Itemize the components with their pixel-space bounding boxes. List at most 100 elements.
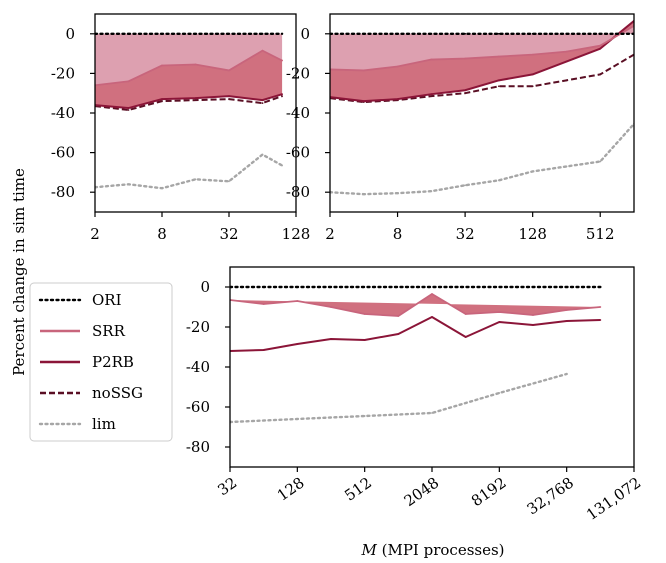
data-point-srr — [497, 55, 500, 58]
x-tick-label: 32,768 — [524, 474, 577, 519]
data-point-nossg — [194, 99, 197, 102]
data-point-p2rb — [161, 98, 163, 101]
data-point-srr — [531, 53, 534, 56]
data-point-p2rb — [396, 98, 399, 101]
data-point-ori — [362, 32, 365, 35]
data-point-srr — [228, 69, 230, 72]
legend-label-srr: SRR — [92, 322, 126, 340]
data-point-ori — [396, 32, 399, 35]
data-point-nossg — [565, 79, 568, 82]
data-point-nossg — [228, 98, 230, 101]
y-tick-label: 0 — [300, 25, 310, 43]
data-point-nossg — [531, 85, 534, 88]
y-tick-label: -40 — [286, 104, 310, 122]
x-tick-label: 32 — [214, 474, 240, 500]
data-point-p2rb — [599, 47, 602, 50]
y-tick-label: -40 — [186, 358, 210, 376]
band-srr-p2rb — [330, 20, 634, 102]
panel-top-left: 0 -20 -40 -60 -80 2 8 32 128 — [51, 13, 311, 243]
data-point-srr — [362, 69, 365, 72]
data-point-lim — [531, 170, 534, 173]
data-point-ori — [281, 32, 283, 35]
y-tick-label: -80 — [286, 183, 310, 201]
data-point-srr — [565, 309, 568, 311]
x-axis-label-symbol: M — [360, 541, 377, 559]
y-tick-label: -60 — [286, 144, 310, 162]
band-srr-p2rb — [95, 50, 283, 109]
data-point-p2rb — [262, 349, 265, 351]
data-point-srr — [498, 311, 501, 313]
data-point-nossg — [599, 73, 602, 76]
data-point-lim — [127, 183, 130, 186]
y-tick-label: -60 — [186, 398, 210, 416]
data-point-nossg — [127, 109, 130, 111]
legend-label-p2rb: P2RB — [92, 353, 134, 371]
data-point-srr — [431, 293, 433, 295]
legend: ORI SRR P2RB noSSG lim — [29, 282, 173, 442]
x-tick-label: 512 — [586, 225, 615, 243]
data-point-p2rb — [228, 95, 230, 98]
data-point-lim — [599, 160, 602, 163]
data-point-lim — [161, 187, 163, 190]
data-point-p2rb — [430, 93, 433, 96]
x-tick-label: 512 — [341, 474, 375, 505]
data-point-ori — [497, 32, 500, 35]
data-point-ori — [228, 32, 230, 35]
x-tick-label: 128 — [274, 474, 308, 505]
series-line-srr — [230, 293, 601, 317]
data-point-p2rb — [281, 93, 283, 96]
y-axis-label: Percent change in sim time — [10, 168, 28, 376]
data-point-nossg — [464, 92, 467, 95]
y-tick-label: -20 — [51, 64, 75, 82]
data-point-lim — [565, 373, 568, 375]
data-point-lim — [261, 153, 264, 156]
data-point-srr — [464, 313, 467, 315]
band-ori-srr — [330, 25, 634, 71]
data-point-p2rb — [464, 89, 467, 92]
x-tick-label: 2 — [325, 225, 335, 243]
data-point-p2rb — [362, 100, 365, 103]
data-point-srr — [565, 50, 568, 53]
data-point-lim — [194, 178, 197, 181]
x-tick-label: 32 — [456, 225, 475, 243]
data-point-lim — [362, 193, 365, 196]
y-tick-label: 0 — [200, 278, 210, 296]
data-point-p2rb — [127, 107, 130, 109]
data-point-srr — [194, 63, 197, 66]
data-point-srr — [396, 65, 399, 68]
data-point-lim — [281, 164, 283, 167]
data-point-p2rb — [330, 338, 332, 340]
data-point-srr — [599, 44, 602, 47]
x-tick-label: 8 — [157, 225, 167, 243]
data-point-srr — [430, 58, 433, 61]
data-point-srr — [127, 80, 130, 83]
x-tick-label: 8 — [393, 225, 403, 243]
data-point-p2rb — [497, 79, 500, 82]
series-line-lim — [330, 122, 634, 196]
panel-top-right: 0 -20 -40 -60 -80 2 8 32 128 512 — [286, 13, 635, 243]
data-point-ori — [430, 32, 433, 35]
x-axis-label-rest: (MPI processes) — [377, 541, 505, 559]
plot-area — [95, 32, 284, 190]
data-point-p2rb — [498, 321, 501, 323]
data-point-srr — [281, 59, 283, 62]
data-point-srr — [262, 303, 265, 305]
x-tick-label: 128 — [282, 225, 311, 243]
x-axis-label: M (MPI processes) — [360, 541, 504, 559]
data-point-srr — [464, 57, 467, 60]
data-point-srr — [261, 49, 264, 52]
data-point-nossg — [161, 100, 163, 103]
data-point-lim — [396, 192, 399, 195]
legend-label-lim: lim — [92, 415, 116, 433]
data-point-nossg — [430, 95, 433, 98]
data-point-srr — [161, 64, 163, 67]
data-point-ori — [261, 32, 264, 35]
data-point-srr — [599, 306, 602, 308]
data-point-nossg — [281, 95, 283, 98]
data-point-srr — [397, 315, 400, 317]
series-line-srr — [330, 25, 634, 72]
data-point-lim — [464, 184, 467, 187]
data-point-srr — [633, 0, 635, 1]
data-point-p2rb — [633, 0, 635, 1]
